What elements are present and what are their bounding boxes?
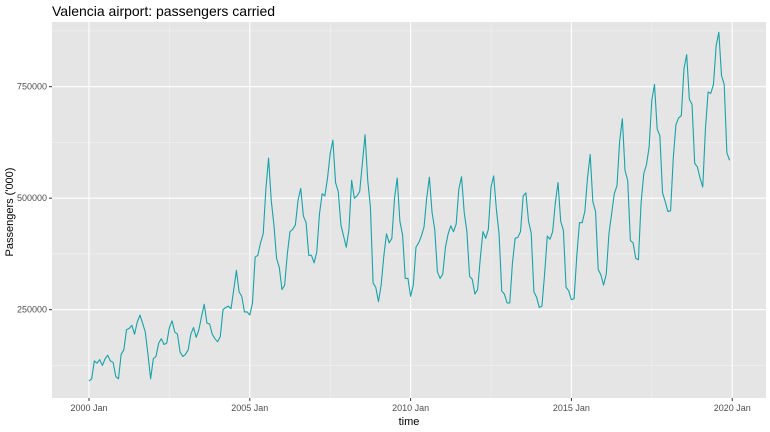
y-tick-label: 750000 <box>17 82 47 92</box>
plot-panel <box>52 22 766 398</box>
x-tick-label: 2000 Jan <box>70 403 107 413</box>
x-tick-label: 2015 Jan <box>553 403 590 413</box>
y-axis: 250000 500000 750000 <box>17 82 52 315</box>
x-tick-label: 2005 Jan <box>231 403 268 413</box>
y-tick-label: 500000 <box>17 193 47 203</box>
series-line <box>88 31 731 382</box>
y-axis-title: Passengers ('000) <box>4 168 16 257</box>
minor-gridlines <box>52 22 766 398</box>
x-tick-label: 2020 Jan <box>714 403 751 413</box>
major-gridlines <box>52 22 766 398</box>
x-tick-label: 2010 Jan <box>392 403 429 413</box>
chart-title: Valencia airport: passengers carried <box>52 3 275 19</box>
y-tick-label: 250000 <box>17 305 47 315</box>
x-axis: 2000 Jan 2005 Jan 2010 Jan 2015 Jan 2020 Jan <box>70 398 751 413</box>
x-axis-title: time <box>399 416 420 428</box>
